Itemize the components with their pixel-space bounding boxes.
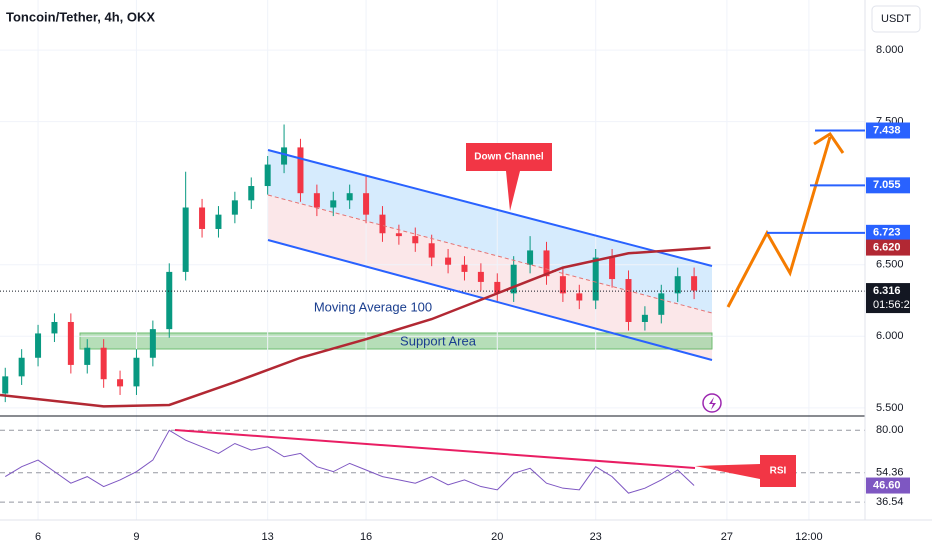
candle-body	[658, 293, 665, 315]
moving-average	[0, 246, 711, 408]
candle-body	[477, 271, 484, 282]
candle-body	[461, 264, 468, 272]
candle-body	[2, 376, 9, 394]
x-tick-label: 23	[590, 531, 602, 543]
candle-body	[297, 147, 304, 194]
candle-body	[281, 147, 288, 165]
projection	[726, 136, 832, 308]
chart-title: Toncoin/Tether, 4h, OKX	[6, 9, 155, 24]
price-tag-label: 7.055	[873, 179, 901, 191]
candle-body	[330, 200, 337, 208]
candle-body	[592, 257, 599, 301]
y-tick-label: 6.000	[876, 330, 904, 342]
candle-body	[248, 186, 255, 201]
rsi-tag-label: 46.60	[873, 479, 901, 491]
candle-body	[346, 193, 353, 201]
candle-body	[510, 264, 517, 294]
rsi-tick-label: 36.54	[876, 496, 904, 508]
candle-body	[379, 214, 386, 234]
channel-lower-fill	[268, 195, 712, 360]
candle-body	[264, 164, 271, 187]
annotation: Moving Average 100	[314, 299, 432, 314]
rsi-tick-label: 80.00	[876, 424, 904, 436]
candle-body	[641, 314, 648, 322]
candle-body	[51, 321, 58, 334]
y-tick-label: 8.000	[876, 44, 904, 56]
candle-body	[231, 200, 238, 215]
x-tick-label: 20	[491, 531, 503, 543]
candle-body	[133, 357, 140, 387]
candle-body	[412, 236, 419, 244]
candle-body	[18, 357, 25, 377]
candle-body	[559, 276, 566, 294]
candle-body	[84, 347, 91, 365]
candle-body	[428, 243, 435, 258]
x-tick-label: 16	[360, 531, 372, 543]
candle-body	[35, 333, 42, 358]
x-tick-label: 12:00	[795, 531, 823, 543]
price-tag-label: 6.620	[873, 241, 901, 253]
candle-body	[445, 257, 452, 265]
rsi-trendline	[174, 429, 696, 469]
channel-upper-fill	[268, 150, 712, 313]
price-tag	[866, 224, 910, 241]
event-icon-bolt	[709, 397, 716, 410]
x-tick-label: 6	[35, 531, 41, 543]
event-icon[interactable]	[702, 393, 722, 413]
channel-upper	[267, 149, 713, 267]
price-tag	[866, 122, 910, 139]
x-tick-label: 13	[262, 531, 274, 543]
price-tag	[866, 283, 910, 314]
candle-body	[313, 193, 320, 208]
rsi-tag	[866, 477, 910, 494]
price-tag-label: 6.316	[873, 285, 901, 297]
currency-label: USDT	[881, 13, 911, 25]
annotation: Support Area	[400, 333, 477, 348]
y-tick-label: 6.500	[876, 259, 904, 271]
projection-arrow	[813, 131, 845, 154]
candle-body	[527, 250, 534, 265]
candle-body	[166, 271, 173, 330]
candle-body	[543, 250, 550, 277]
candle-body	[363, 193, 370, 215]
candle-body	[609, 257, 616, 280]
countdown: 01:56:26	[873, 299, 916, 311]
candle-body	[576, 293, 583, 301]
currency-button[interactable]	[871, 5, 921, 33]
candle-body	[117, 379, 124, 387]
callout	[695, 455, 796, 487]
candle-body	[149, 329, 156, 358]
y-tick-label: 5.500	[876, 402, 904, 414]
candle-body	[691, 276, 698, 291]
channel-lower	[267, 239, 713, 361]
candle-body	[674, 276, 681, 294]
callout-text: Down Channel	[474, 152, 544, 163]
x-tick-label: 9	[133, 531, 139, 543]
candle-body	[199, 207, 206, 229]
price-tag	[866, 177, 910, 194]
candle-body	[182, 207, 189, 272]
callout	[466, 143, 552, 211]
rsi-tick-label: 54.36	[876, 467, 904, 479]
candle-body	[395, 233, 402, 237]
price-tag	[866, 239, 910, 256]
candle-body	[100, 347, 107, 380]
support-area	[79, 332, 713, 350]
candle-body	[67, 321, 74, 365]
callout-text: RSI	[770, 466, 787, 477]
x-tick-label: 27	[721, 531, 733, 543]
price-tag-label: 6.723	[873, 227, 901, 239]
price-tag-label: 7.438	[873, 124, 901, 136]
candle-body	[625, 279, 632, 322]
candle-body	[215, 214, 222, 229]
candle-body	[494, 281, 501, 294]
rsi-line	[4, 429, 695, 494]
